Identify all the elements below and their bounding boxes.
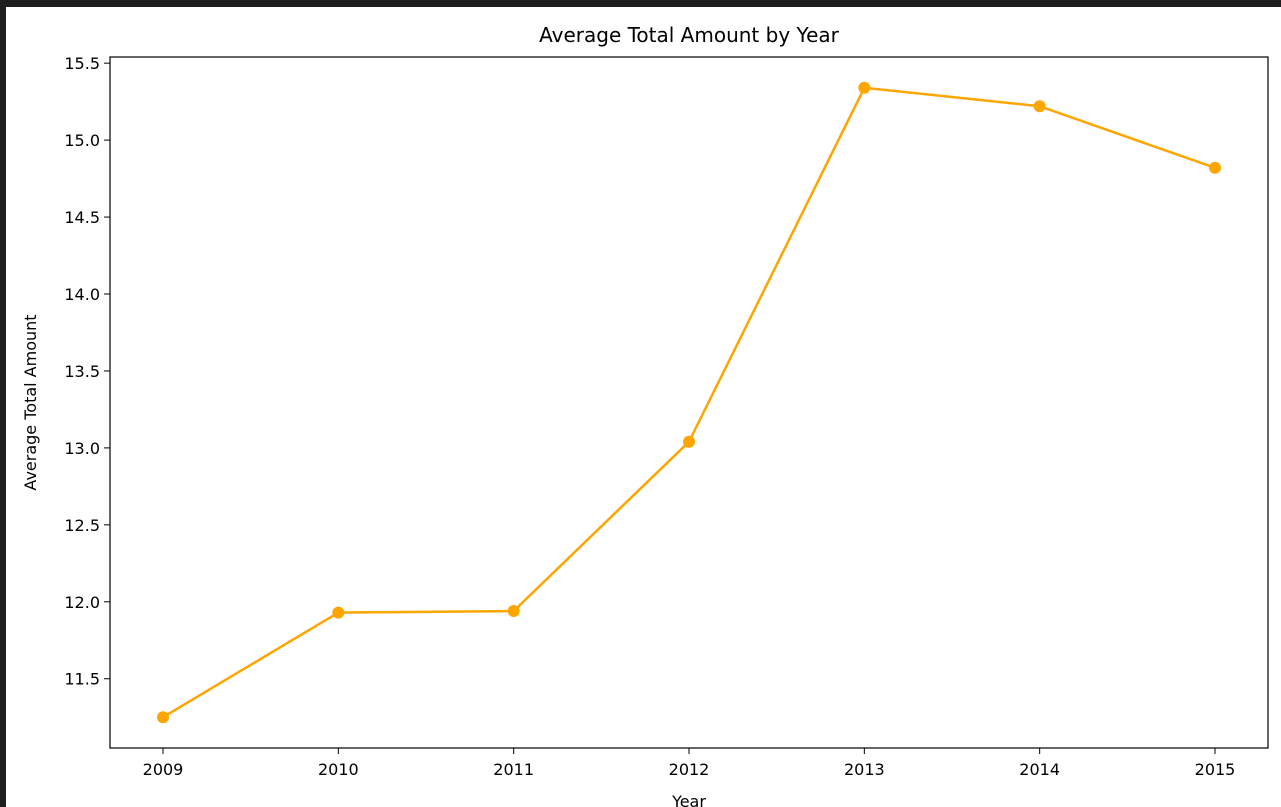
y-tick-label: 13.5 <box>64 362 100 381</box>
data-point <box>1033 100 1046 113</box>
y-tick-label: 13.0 <box>64 439 100 458</box>
x-tick-label: 2009 <box>143 760 184 779</box>
x-axis: 2009 2010 2011 2012 2013 2014 2015 <box>143 748 1236 779</box>
chart-figure: Average Total Amount by Year 11.5 12.0 12.… <box>6 7 1281 807</box>
data-point <box>157 711 169 724</box>
x-tick-label: 2012 <box>669 760 710 779</box>
y-tick-label: 12.5 <box>64 516 100 535</box>
x-tick-label: 2013 <box>844 760 885 779</box>
data-point <box>858 81 871 94</box>
x-tick-label: 2014 <box>1019 760 1060 779</box>
y-tick-label: 12.0 <box>64 593 100 612</box>
y-tick-label: 14.5 <box>64 208 100 227</box>
data-point <box>332 606 345 619</box>
data-point <box>683 435 695 448</box>
x-tick-label: 2015 <box>1195 760 1236 779</box>
y-axis: 11.5 12.0 12.5 13.0 13.5 14.0 14.5 15.0 15.5 <box>64 54 110 689</box>
y-tick-label: 11.5 <box>64 670 100 689</box>
series-line <box>162 86 1216 719</box>
data-point <box>1209 161 1221 174</box>
y-tick-label: 15.0 <box>64 131 100 150</box>
y-tick-label: 14.0 <box>64 285 100 304</box>
y-axis-label: Average Total Amount <box>21 314 40 490</box>
data-point <box>507 605 520 618</box>
y-tick-label: 15.5 <box>64 54 100 73</box>
line-chart: Average Total Amount by Year 11.5 12.0 12.… <box>21 23 1269 807</box>
x-tick-label: 2010 <box>318 760 359 779</box>
chart-title: Average Total Amount by Year <box>539 23 840 47</box>
series-layer <box>157 81 1221 724</box>
x-axis-label: Year <box>671 792 706 807</box>
x-tick-label: 2011 <box>493 760 534 779</box>
